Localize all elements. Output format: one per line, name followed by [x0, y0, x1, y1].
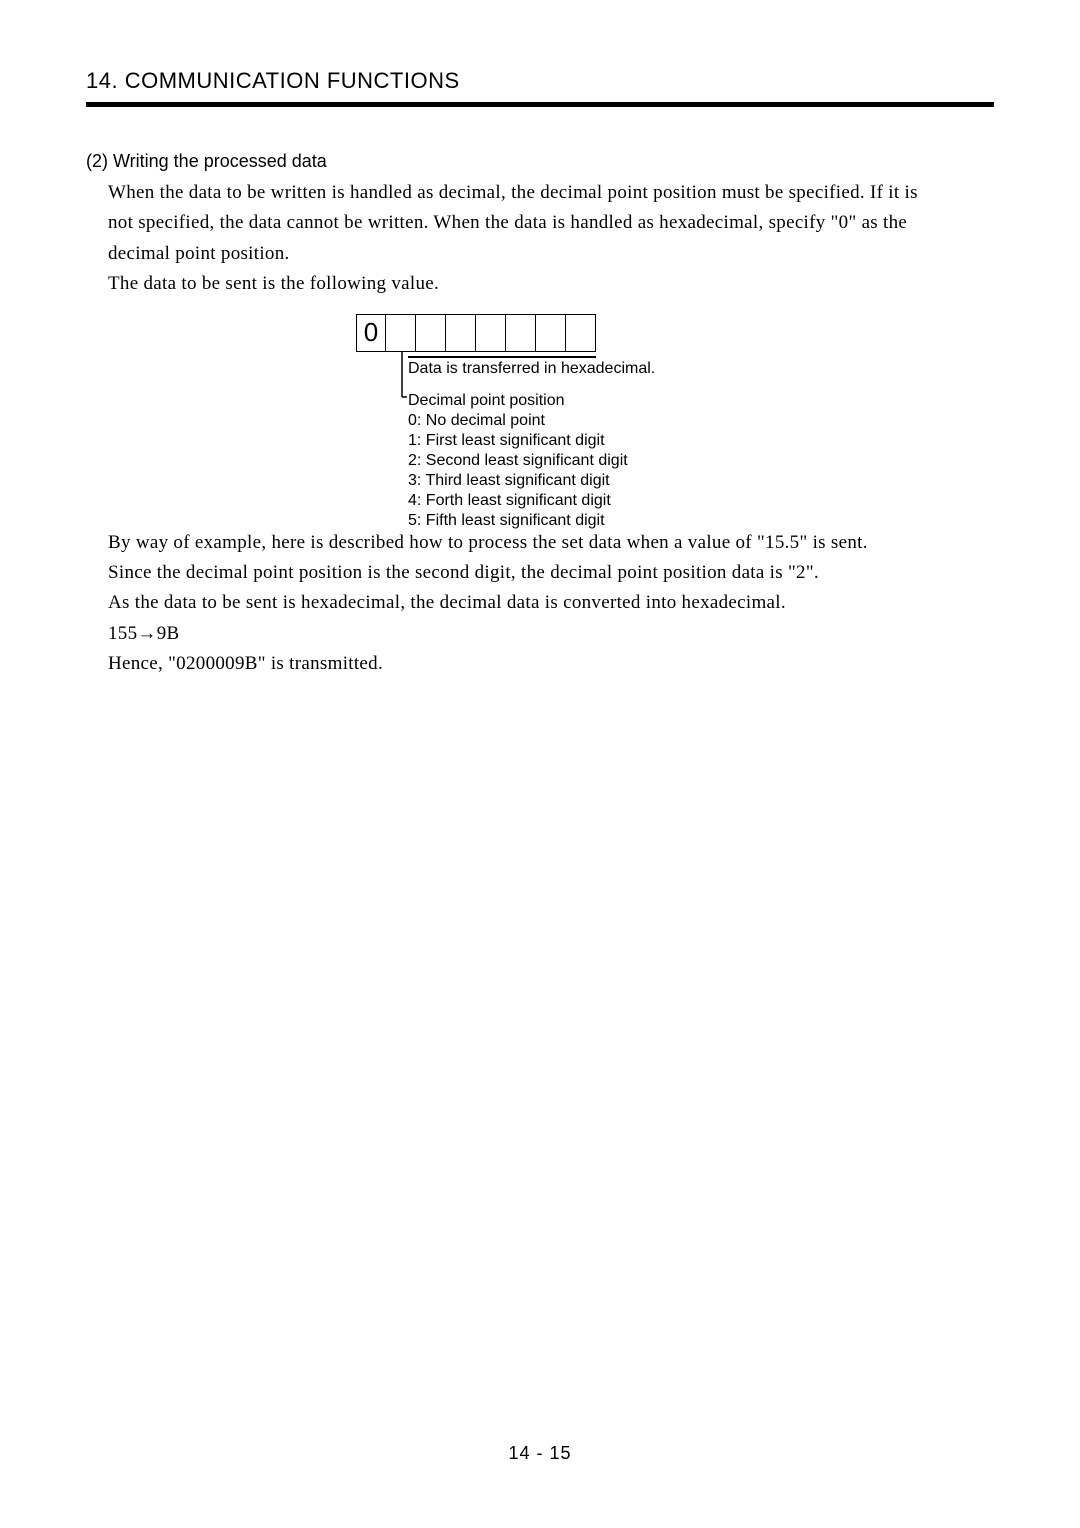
data-format-diagram: 0 Data is transferred in hexadecimal. De… [108, 314, 994, 504]
section-label: (2) Writing the processed data [86, 151, 994, 172]
legend-5: 5: Fifth least significant digit [408, 511, 628, 531]
title-rule [86, 102, 994, 107]
para2-line5: Hence, "0200009B" is transmitted. [108, 649, 994, 679]
para2-line2: Since the decimal point position is the … [108, 558, 994, 588]
legend-2: 2: Second least significant digit [408, 451, 628, 471]
para1-line1: When the data to be written is handled a… [108, 178, 994, 208]
legend-1: 1: First least significant digit [408, 431, 628, 451]
para1-line2: not specified, the data cannot be writte… [108, 208, 994, 238]
decimal-legend: 0: No decimal point 1: First least signi… [408, 411, 628, 531]
para1-line3: decimal point position. [108, 239, 994, 269]
page: 14. COMMUNICATION FUNCTIONS (2) Writing … [0, 0, 1080, 1528]
legend-3: 3: Third least significant digit [408, 471, 628, 491]
para2-line1: By way of example, here is described how… [108, 528, 994, 558]
intro-paragraph: When the data to be written is handled a… [108, 178, 994, 300]
hex-underline [408, 356, 596, 358]
para2-line3: As the data to be sent is hexadecimal, t… [108, 588, 994, 618]
para1-line4: The data to be sent is the following val… [108, 269, 994, 299]
page-number: 14 - 15 [0, 1443, 1080, 1464]
legend-4: 4: Forth least significant digit [408, 491, 628, 511]
chapter-title: 14. COMMUNICATION FUNCTIONS [86, 68, 994, 94]
decimal-point-caption: Decimal point position [408, 392, 565, 410]
legend-0: 0: No decimal point [408, 411, 628, 431]
example-paragraph: By way of example, here is described how… [108, 528, 994, 680]
hex-caption: Data is transferred in hexadecimal. [408, 360, 655, 378]
para2-line4: 155→9B [108, 619, 994, 649]
